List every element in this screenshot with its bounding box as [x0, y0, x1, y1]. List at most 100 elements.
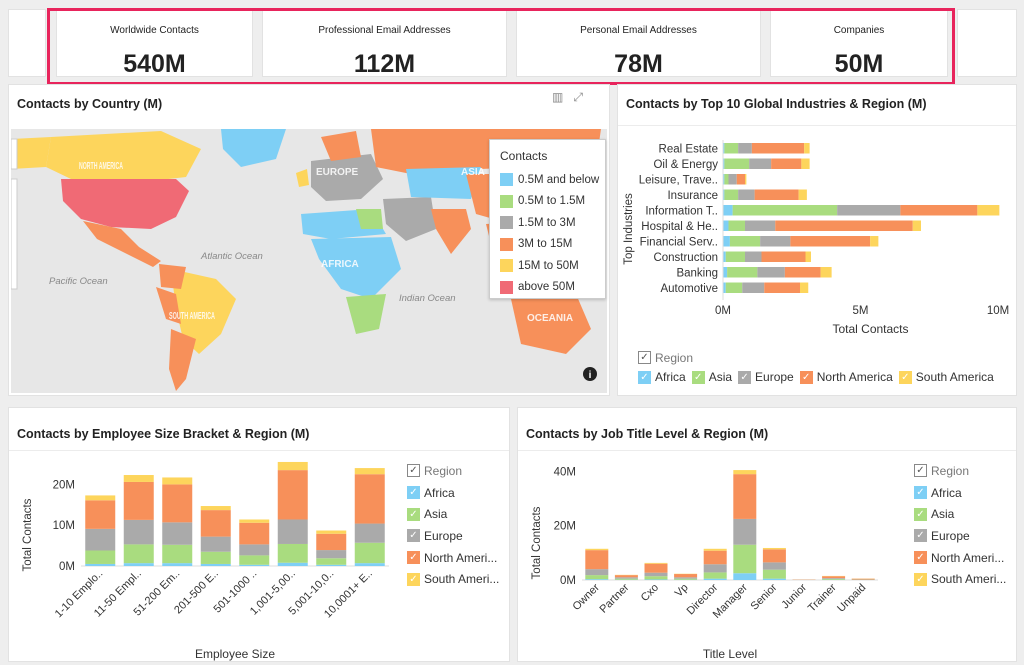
bar-segment-north-america[interactable] [790, 236, 871, 247]
legend-item-north-america[interactable]: ✓ North Ameri... [407, 547, 499, 569]
checkbox-icon[interactable]: ✓ [407, 551, 420, 565]
bar-segment-north-america[interactable] [644, 563, 668, 573]
checkbox-icon[interactable]: ✓ [407, 486, 420, 500]
bar-segment-north-america[interactable] [775, 220, 913, 232]
bar-segment-north-america[interactable] [764, 282, 800, 294]
bar-segment-asia[interactable] [733, 544, 757, 574]
bar-segment-asia[interactable] [614, 578, 638, 580]
bar-segment-africa[interactable] [200, 563, 231, 566]
bar-segment-europe[interactable] [822, 578, 846, 579]
bar-segment-europe[interactable] [738, 143, 752, 154]
bar-segment-south-america[interactable] [277, 461, 308, 471]
bar-segment-south-america[interactable] [804, 143, 810, 154]
bar-segment-europe[interactable] [644, 572, 668, 577]
bar-segment-europe[interactable] [733, 518, 757, 545]
bar-segment-north-america[interactable] [754, 189, 799, 201]
map-legend-item[interactable]: 1.5M to 3M [490, 212, 605, 234]
bar-segment-south-america[interactable] [200, 506, 231, 511]
bar-segment-europe[interactable] [277, 519, 308, 544]
checkbox-icon[interactable]: ✓ [407, 572, 420, 586]
bar-segment-africa[interactable] [277, 562, 308, 566]
bar-segment-europe[interactable] [85, 528, 116, 551]
map-legend-item[interactable]: 15M to 50M [490, 255, 605, 277]
bar-segment-africa[interactable] [723, 158, 725, 170]
bar-segment-europe[interactable] [674, 577, 698, 579]
checkbox-icon[interactable]: ✓ [638, 351, 651, 365]
bar-segment-europe[interactable] [585, 569, 609, 576]
bar-segment-asia[interactable] [724, 143, 739, 154]
bar-segment-africa[interactable] [723, 236, 730, 247]
bar-segment-south-america[interactable] [354, 468, 385, 475]
checkbox-icon[interactable]: ✓ [898, 370, 912, 384]
bar-segment-europe[interactable] [837, 205, 901, 216]
legend-item-asia[interactable]: ✓ Asia [407, 503, 499, 525]
bar-segment-europe[interactable] [745, 220, 776, 232]
checkbox-icon[interactable]: ✓ [691, 370, 705, 384]
bar-segment-north-america[interactable] [674, 574, 698, 578]
map-legend-item[interactable]: 0.5M and below [490, 169, 605, 191]
bar-segment-europe[interactable] [742, 282, 765, 294]
bar-segment-europe[interactable] [354, 523, 385, 543]
bar-segment-north-america[interactable] [784, 267, 821, 278]
bar-segment-north-america[interactable] [736, 174, 745, 185]
bar-segment-africa[interactable] [644, 579, 668, 580]
legend-title[interactable]: ✓ Region [914, 460, 1006, 482]
bar-segment-asia[interactable] [644, 576, 668, 580]
bar-segment-africa[interactable] [723, 251, 726, 263]
legend-item-south-america[interactable]: ✓ South Ameri... [914, 568, 1006, 590]
bar-segment-asia[interactable] [162, 544, 193, 564]
checkbox-icon[interactable]: ✓ [914, 486, 927, 500]
legend-item-africa[interactable]: ✓ Africa [407, 482, 499, 504]
bar-segment-north-america[interactable] [762, 549, 786, 563]
legend-item-north-america[interactable]: ✓ North America [799, 370, 893, 384]
checkbox-icon[interactable]: ✓ [638, 370, 651, 384]
bar-segment-africa[interactable] [703, 578, 727, 580]
bar-segment-north-america[interactable] [277, 470, 308, 520]
bar-segment-asia[interactable] [277, 543, 308, 563]
bar-segment-europe[interactable] [738, 189, 755, 201]
bar-segment-south-america[interactable] [912, 220, 921, 232]
bar-segment-asia[interactable] [728, 220, 746, 232]
map-legend-item[interactable]: 3M to 15M [490, 234, 605, 256]
industries-legend-title[interactable]: ✓ Region [638, 347, 693, 369]
bar-segment-south-america[interactable] [123, 475, 154, 482]
bar-segment-europe[interactable] [749, 158, 772, 170]
bar-segment-africa[interactable] [585, 579, 609, 580]
bar-segment-africa[interactable] [733, 573, 757, 580]
bar-segment-asia[interactable] [725, 282, 743, 294]
bar-segment-north-america[interactable] [614, 575, 638, 578]
legend-item-europe[interactable]: ✓ Europe [914, 525, 1006, 547]
bar-segment-north-america[interactable] [85, 500, 116, 529]
bar-segment-asia[interactable] [123, 544, 154, 564]
map-legend-item[interactable]: 0.5M to 1.5M [490, 191, 605, 213]
bar-segment-africa[interactable] [723, 282, 726, 294]
bar-segment-south-america[interactable] [733, 470, 757, 475]
bar-segment-south-america[interactable] [239, 519, 270, 523]
bar-segment-asia[interactable] [822, 578, 846, 580]
bar-segment-europe[interactable] [316, 550, 347, 559]
bar-segment-south-america[interactable] [644, 562, 668, 564]
legend-item-asia[interactable]: ✓ Asia [691, 370, 732, 384]
bar-segment-north-america[interactable] [354, 474, 385, 524]
legend-item-north-america[interactable]: ✓ North Ameri... [914, 547, 1006, 569]
bar-segment-africa[interactable] [723, 267, 728, 278]
bar-segment-europe[interactable] [614, 577, 638, 579]
bar-segment-africa[interactable] [723, 189, 725, 201]
bar-segment-north-america[interactable] [703, 550, 727, 565]
checkbox-icon[interactable]: ✓ [914, 464, 927, 478]
bar-segment-asia[interactable] [316, 558, 347, 565]
bar-segment-africa[interactable] [123, 563, 154, 566]
bar-segment-north-america[interactable] [851, 578, 875, 580]
bar-segment-south-america[interactable] [798, 189, 807, 201]
checkbox-icon[interactable]: ✓ [914, 551, 927, 565]
industries-chart[interactable]: Top Industries Real Estate Oil & Energy Lei… [618, 129, 1018, 349]
bar-segment-asia[interactable] [729, 236, 761, 247]
bar-segment-north-america[interactable] [733, 474, 757, 519]
bar-segment-north-america[interactable] [900, 205, 978, 216]
checkbox-icon[interactable]: ✓ [914, 507, 927, 521]
bar-segment-asia[interactable] [732, 205, 838, 216]
bar-segment-europe[interactable] [728, 174, 737, 185]
bar-segment-asia[interactable] [725, 251, 745, 263]
